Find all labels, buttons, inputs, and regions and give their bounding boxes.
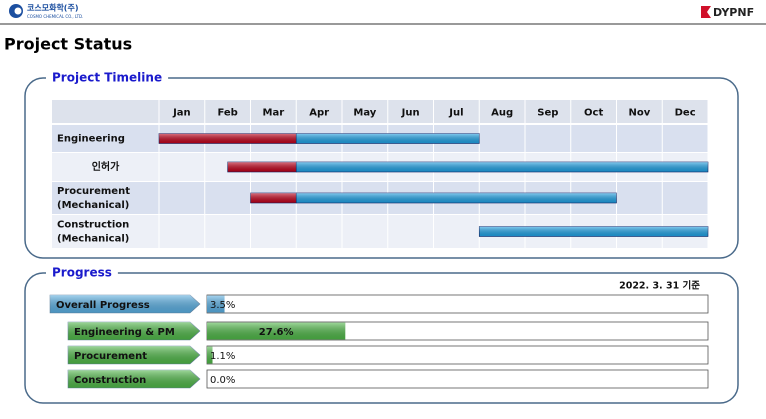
row-label: Construction [57, 220, 129, 231]
bar-shine [227, 162, 297, 172]
fill-shine [207, 346, 213, 364]
month-label: Jan [172, 108, 191, 119]
fill-shine [207, 295, 225, 313]
progress-value: 1.1% [210, 351, 235, 362]
bar-shine [296, 133, 480, 144]
fill-shine [207, 322, 346, 340]
progress-track [206, 345, 709, 365]
month-label: Apr [309, 108, 329, 119]
month-label: Aug [491, 108, 513, 119]
row-label: Engineering [57, 134, 125, 145]
progress-value: 27.6% [259, 327, 294, 338]
as-of-date: 2022. 3. 31 기준 [619, 280, 700, 292]
month-label: Jun [401, 108, 420, 119]
month-label: Jul [448, 108, 463, 119]
month-label: May [353, 108, 376, 119]
month-label: Oct [584, 108, 603, 119]
month-label: Feb [217, 108, 237, 119]
row-label: 인허가 [92, 160, 120, 173]
bar-shine [479, 226, 708, 237]
bar-shine [296, 162, 708, 172]
company-name: 코스모화학(주) [27, 3, 78, 13]
timeline-panel [24, 77, 739, 259]
progress-name: Construction [74, 375, 146, 386]
progress-panel [24, 272, 739, 404]
month-label: Sep [537, 108, 558, 119]
progress-name: Procurement [74, 351, 147, 362]
arrow-shine [50, 295, 200, 313]
progress-value: 0.0% [210, 375, 235, 386]
bar-shine [159, 133, 297, 144]
month-label: Mar [263, 108, 285, 119]
brand-logo: DYPNF [701, 6, 754, 19]
heading-bg [46, 70, 169, 86]
progress-value: 3.5% [210, 300, 235, 311]
panel-heading: Progress [52, 266, 112, 280]
row-label: (Mechanical) [57, 234, 129, 245]
progress-name: Overall Progress [56, 300, 150, 311]
bar-shine [296, 193, 617, 203]
header-row [52, 100, 708, 123]
brand-name: DYPNF [713, 6, 754, 19]
row-label: (Mechanical) [57, 200, 129, 211]
arrow-shine [68, 370, 200, 388]
panel-heading: Project Timeline [52, 71, 162, 85]
arrow-shine [68, 322, 200, 340]
progress-name: Engineering & PM [74, 327, 175, 338]
company-logo: 코스모화학(주) COSMO CHEMICAL CO., LTD. [9, 3, 83, 19]
month-label: Dec [675, 108, 696, 119]
heading-bg [46, 265, 118, 281]
progress-track [206, 369, 709, 389]
row-label: Procurement [57, 186, 130, 197]
page-title: Project Status [4, 35, 132, 54]
month-label: Nov [628, 108, 650, 119]
progress-track [206, 294, 709, 314]
company-name-en: COSMO CHEMICAL CO., LTD. [27, 14, 83, 19]
arrow-shine [68, 346, 200, 364]
bar-shine [250, 193, 297, 203]
